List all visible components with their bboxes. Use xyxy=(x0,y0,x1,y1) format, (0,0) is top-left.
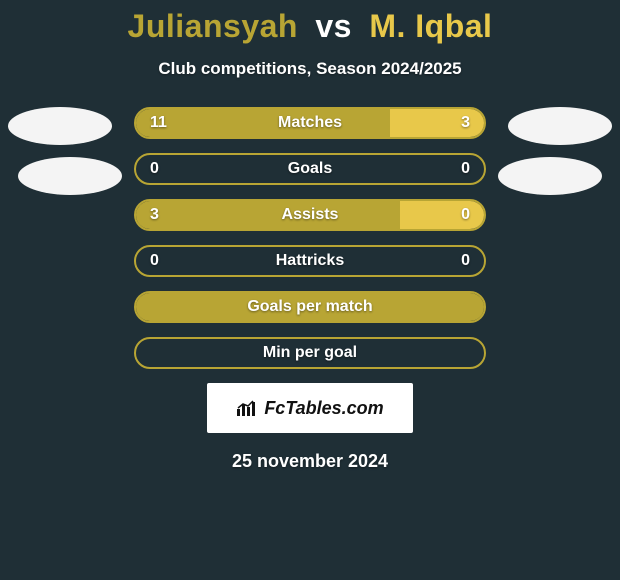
stat-value-right: 0 xyxy=(447,201,484,229)
subtitle: Club competitions, Season 2024/2025 xyxy=(0,59,620,79)
brand-badge: FcTables.com xyxy=(207,383,413,433)
stats-area: 113Matches00Goals30Assists00HattricksGoa… xyxy=(0,107,620,369)
player1-badge xyxy=(8,107,112,145)
stat-value-left: 3 xyxy=(136,201,173,229)
stat-row: 0 0Hattricks xyxy=(134,245,486,277)
brand-text: FcTables.com xyxy=(264,398,383,419)
stat-row: 30Assists xyxy=(134,199,486,231)
stat-label: Min per goal xyxy=(136,339,484,367)
page-title: Juliansyah vs M. Iqbal xyxy=(0,0,620,45)
stat-value-right: 0 xyxy=(447,247,484,275)
stat-value-left: 11 xyxy=(136,109,181,137)
player2-badge xyxy=(508,107,612,145)
stat-value-left: 0 xyxy=(136,247,173,275)
date-text: 25 november 2024 xyxy=(0,451,620,472)
player1-name: Juliansyah xyxy=(128,8,298,44)
stat-row: 0 0Goals xyxy=(134,153,486,185)
vs-text: vs xyxy=(315,8,352,44)
chart-icon xyxy=(236,399,258,417)
stat-row: Goals per match xyxy=(134,291,486,323)
comparison-card: Juliansyah vs M. Iqbal Club competitions… xyxy=(0,0,620,580)
stat-value-right: 3 xyxy=(447,109,484,137)
player2-name: M. Iqbal xyxy=(369,8,492,44)
player1-badge-alt xyxy=(18,157,122,195)
stat-label: Goals xyxy=(136,155,484,183)
stat-value-left: 0 xyxy=(136,155,173,183)
stat-row: Min per goal xyxy=(134,337,486,369)
player2-badge-alt xyxy=(498,157,602,195)
stat-value-right: 0 xyxy=(447,155,484,183)
stat-rows: 113Matches00Goals30Assists00HattricksGoa… xyxy=(134,107,486,369)
stat-fill-left xyxy=(136,201,400,229)
stat-label: Hattricks xyxy=(136,247,484,275)
stat-row: 113Matches xyxy=(134,107,486,139)
stat-fill-left xyxy=(136,293,484,321)
